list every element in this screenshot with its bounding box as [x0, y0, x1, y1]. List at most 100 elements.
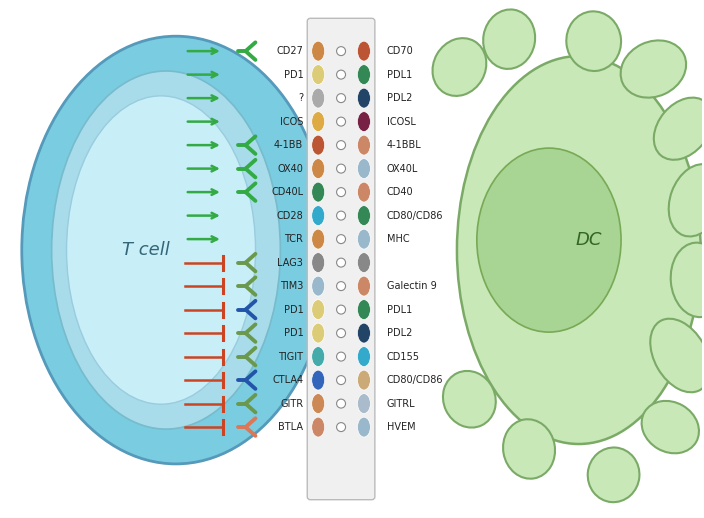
Ellipse shape — [358, 323, 370, 343]
Ellipse shape — [358, 159, 370, 179]
Ellipse shape — [621, 40, 686, 97]
Circle shape — [337, 117, 346, 126]
Text: MHC: MHC — [386, 234, 410, 244]
Ellipse shape — [312, 299, 325, 320]
Ellipse shape — [358, 253, 370, 272]
Ellipse shape — [358, 347, 370, 367]
Circle shape — [337, 164, 346, 173]
Text: OX40L: OX40L — [386, 164, 418, 174]
Text: ICOS: ICOS — [280, 117, 303, 126]
Ellipse shape — [312, 229, 325, 249]
Text: GITR: GITR — [280, 398, 303, 409]
Ellipse shape — [312, 88, 325, 108]
Text: 4-1BB: 4-1BB — [274, 140, 303, 150]
Ellipse shape — [483, 9, 535, 69]
Circle shape — [337, 305, 346, 314]
Circle shape — [337, 328, 346, 338]
Ellipse shape — [358, 370, 370, 390]
Circle shape — [337, 70, 346, 79]
Ellipse shape — [566, 11, 621, 71]
Text: 4-1BBL: 4-1BBL — [386, 140, 422, 150]
Text: CD80/CD86: CD80/CD86 — [386, 211, 444, 221]
Text: PDL1: PDL1 — [386, 69, 412, 80]
Ellipse shape — [650, 319, 704, 392]
Text: PDL2: PDL2 — [386, 328, 412, 338]
Circle shape — [337, 352, 346, 361]
Text: ?: ? — [298, 93, 303, 103]
Ellipse shape — [312, 323, 325, 343]
Ellipse shape — [67, 96, 256, 404]
Circle shape — [337, 282, 346, 291]
Ellipse shape — [358, 112, 370, 132]
Text: GITRL: GITRL — [386, 398, 415, 409]
Ellipse shape — [443, 371, 496, 427]
Ellipse shape — [358, 299, 370, 320]
Ellipse shape — [503, 419, 555, 479]
Ellipse shape — [358, 229, 370, 249]
Ellipse shape — [641, 401, 699, 453]
Ellipse shape — [358, 41, 370, 61]
FancyBboxPatch shape — [307, 18, 375, 500]
Ellipse shape — [588, 448, 639, 502]
Ellipse shape — [312, 253, 325, 272]
Text: TIM3: TIM3 — [280, 281, 303, 291]
Circle shape — [337, 258, 346, 267]
Ellipse shape — [358, 394, 370, 413]
Ellipse shape — [654, 97, 704, 160]
Text: T cell: T cell — [122, 241, 170, 259]
Circle shape — [337, 399, 346, 408]
Text: Galectin 9: Galectin 9 — [386, 281, 436, 291]
Ellipse shape — [312, 276, 325, 296]
Text: CD27: CD27 — [277, 46, 303, 56]
Ellipse shape — [477, 148, 621, 332]
Text: HVEM: HVEM — [386, 422, 415, 432]
Text: CD40L: CD40L — [271, 187, 303, 197]
Text: TCR: TCR — [284, 234, 303, 244]
Text: CD40: CD40 — [386, 187, 413, 197]
Text: CD80/CD86: CD80/CD86 — [386, 375, 444, 385]
Text: CTLA4: CTLA4 — [272, 375, 303, 385]
Ellipse shape — [358, 276, 370, 296]
Ellipse shape — [312, 206, 325, 225]
Text: LAG3: LAG3 — [277, 257, 303, 268]
Ellipse shape — [358, 88, 370, 108]
Ellipse shape — [312, 159, 325, 179]
Text: ICOSL: ICOSL — [386, 117, 415, 126]
Circle shape — [337, 235, 346, 243]
Text: TIGIT: TIGIT — [278, 352, 303, 362]
Ellipse shape — [358, 206, 370, 225]
Ellipse shape — [312, 41, 325, 61]
Circle shape — [337, 94, 346, 103]
Ellipse shape — [22, 36, 330, 464]
Circle shape — [337, 376, 346, 384]
Ellipse shape — [312, 347, 325, 367]
Circle shape — [337, 47, 346, 55]
Text: BTLA: BTLA — [278, 422, 303, 432]
Ellipse shape — [432, 38, 486, 96]
Ellipse shape — [312, 370, 325, 390]
Ellipse shape — [671, 242, 704, 317]
Text: CD155: CD155 — [386, 352, 420, 362]
Ellipse shape — [51, 71, 280, 429]
Text: OX40: OX40 — [277, 164, 303, 174]
Text: CD28: CD28 — [277, 211, 303, 221]
Ellipse shape — [457, 56, 700, 444]
Text: DC: DC — [575, 231, 602, 249]
Text: PDL1: PDL1 — [386, 305, 412, 314]
Ellipse shape — [312, 65, 325, 84]
Ellipse shape — [669, 164, 704, 236]
Text: PD1: PD1 — [284, 305, 303, 314]
Circle shape — [337, 423, 346, 431]
Ellipse shape — [312, 112, 325, 132]
Text: PD1: PD1 — [284, 69, 303, 80]
Ellipse shape — [358, 182, 370, 202]
Ellipse shape — [312, 394, 325, 413]
Ellipse shape — [358, 417, 370, 437]
Text: CD70: CD70 — [386, 46, 413, 56]
Ellipse shape — [358, 65, 370, 84]
Ellipse shape — [312, 182, 325, 202]
Text: PD1: PD1 — [284, 328, 303, 338]
Ellipse shape — [312, 135, 325, 155]
Circle shape — [337, 188, 346, 197]
Text: PDL2: PDL2 — [386, 93, 412, 103]
